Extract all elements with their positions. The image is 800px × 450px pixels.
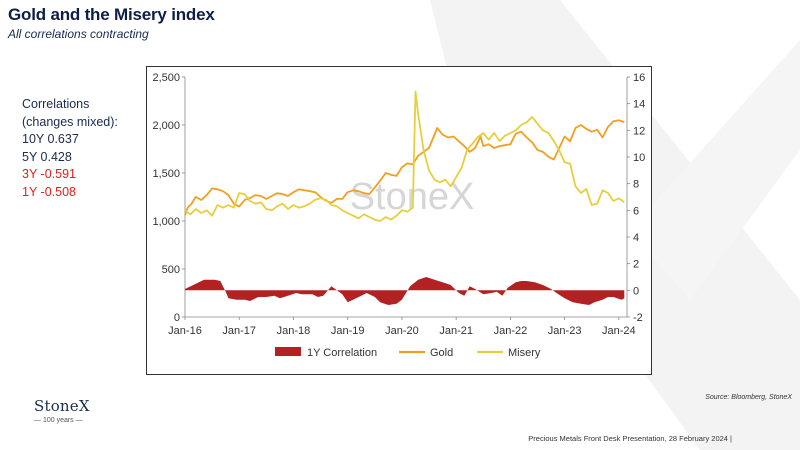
legend-label-correlation: 1Y Correlation: [307, 347, 377, 359]
left-tick-label: 500: [162, 264, 180, 276]
x-tick-label: Jan-24: [602, 325, 636, 337]
logo-name: StoneX: [34, 397, 90, 415]
footer-text: Precious Metals Front Desk Presentation,…: [528, 434, 732, 443]
x-tick-label: Jan-23: [548, 325, 582, 337]
chart-frame: 0 500 1,000 1,500 2,000 2,500 -2 0 2 4 6 8 10 12 14 16 J…: [146, 66, 652, 375]
correlations-heading-note: (changes mixed):: [22, 114, 118, 129]
correlations-heading: Correlations: [22, 97, 90, 111]
left-tick-label: 2,500: [152, 72, 180, 84]
right-tick-label: 8: [633, 179, 639, 191]
x-tick-label: Jan-16: [168, 325, 202, 337]
legend-label-misery: Misery: [508, 347, 541, 359]
x-tick-label: Jan-20: [385, 325, 419, 337]
correlation-area: [185, 277, 625, 305]
misery-line: [184, 90, 625, 222]
legend-label-gold: Gold: [430, 347, 453, 359]
x-tick-label: Jan-21: [439, 325, 473, 337]
x-tick-label: Jan-19: [331, 325, 365, 337]
x-tick-label: Jan-18: [277, 325, 311, 337]
left-tick-label: 1,500: [152, 168, 180, 180]
legend-swatch-correlation: [275, 347, 301, 356]
right-tick-label: -2: [633, 312, 643, 324]
correlation-5y: 5Y 0.428: [22, 149, 72, 164]
x-tick-label: Jan-22: [494, 325, 528, 337]
x-tick-label: Jan-17: [222, 325, 256, 337]
correlation-10y: 10Y 0.637: [22, 132, 79, 146]
logo-tagline: — 100 years —: [34, 417, 83, 424]
right-tick-label: 6: [633, 205, 639, 217]
left-tick-label: 1,000: [152, 216, 180, 228]
source-note: Source: Bloomberg, StoneX: [705, 394, 792, 401]
right-tick-label: 14: [633, 99, 645, 111]
right-tick-label: 2: [633, 259, 639, 271]
right-tick-label: 12: [633, 125, 645, 137]
page-title: Gold and the Misery index: [8, 5, 215, 24]
right-tick-label: 0: [633, 285, 639, 297]
chart-watermark: StoneX: [350, 176, 475, 218]
correlation-3y: 3Y -0.591: [22, 167, 76, 181]
stonex-logo: StoneX — 100 years —: [34, 397, 90, 424]
left-tick-label: 2,000: [152, 120, 180, 132]
gold-misery-chart: 0 500 1,000 1,500 2,000 2,500 -2 0 2 4 6 8 10 12 14 16 J…: [152, 72, 645, 359]
correlations-panel: Correlations (changes mixed): 10Y 0.637 …: [22, 96, 118, 201]
left-tick-label: 0: [174, 312, 180, 324]
right-tick-label: 10: [633, 152, 645, 164]
page-subtitle: All correlations contracting: [8, 27, 149, 41]
gold-line: [184, 119, 625, 216]
right-tick-label: 4: [633, 232, 639, 244]
correlation-1y: 1Y -0.508: [22, 184, 76, 199]
right-tick-label: 16: [633, 72, 645, 84]
